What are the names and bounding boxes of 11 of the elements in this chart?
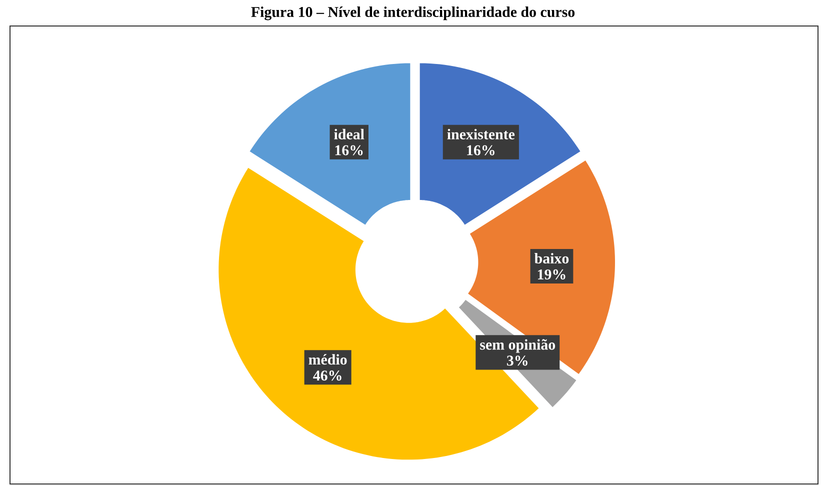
slice-label: sem opinião — [480, 339, 556, 353]
chart-title: Figura 10 – Nível de interdisciplinaridade do curso — [251, 6, 575, 20]
data-label: 19% — [538, 269, 566, 280]
slice-label: inexistente — [447, 128, 515, 140]
slice-label: ideal — [334, 128, 364, 140]
data-label: 16% — [335, 145, 363, 156]
data-label: 16% — [467, 145, 494, 156]
slice-label: médio — [308, 354, 347, 365]
slice-label: baixo — [534, 253, 569, 264]
data-label: 3% — [506, 356, 528, 366]
data-label: 46% — [313, 370, 342, 381]
